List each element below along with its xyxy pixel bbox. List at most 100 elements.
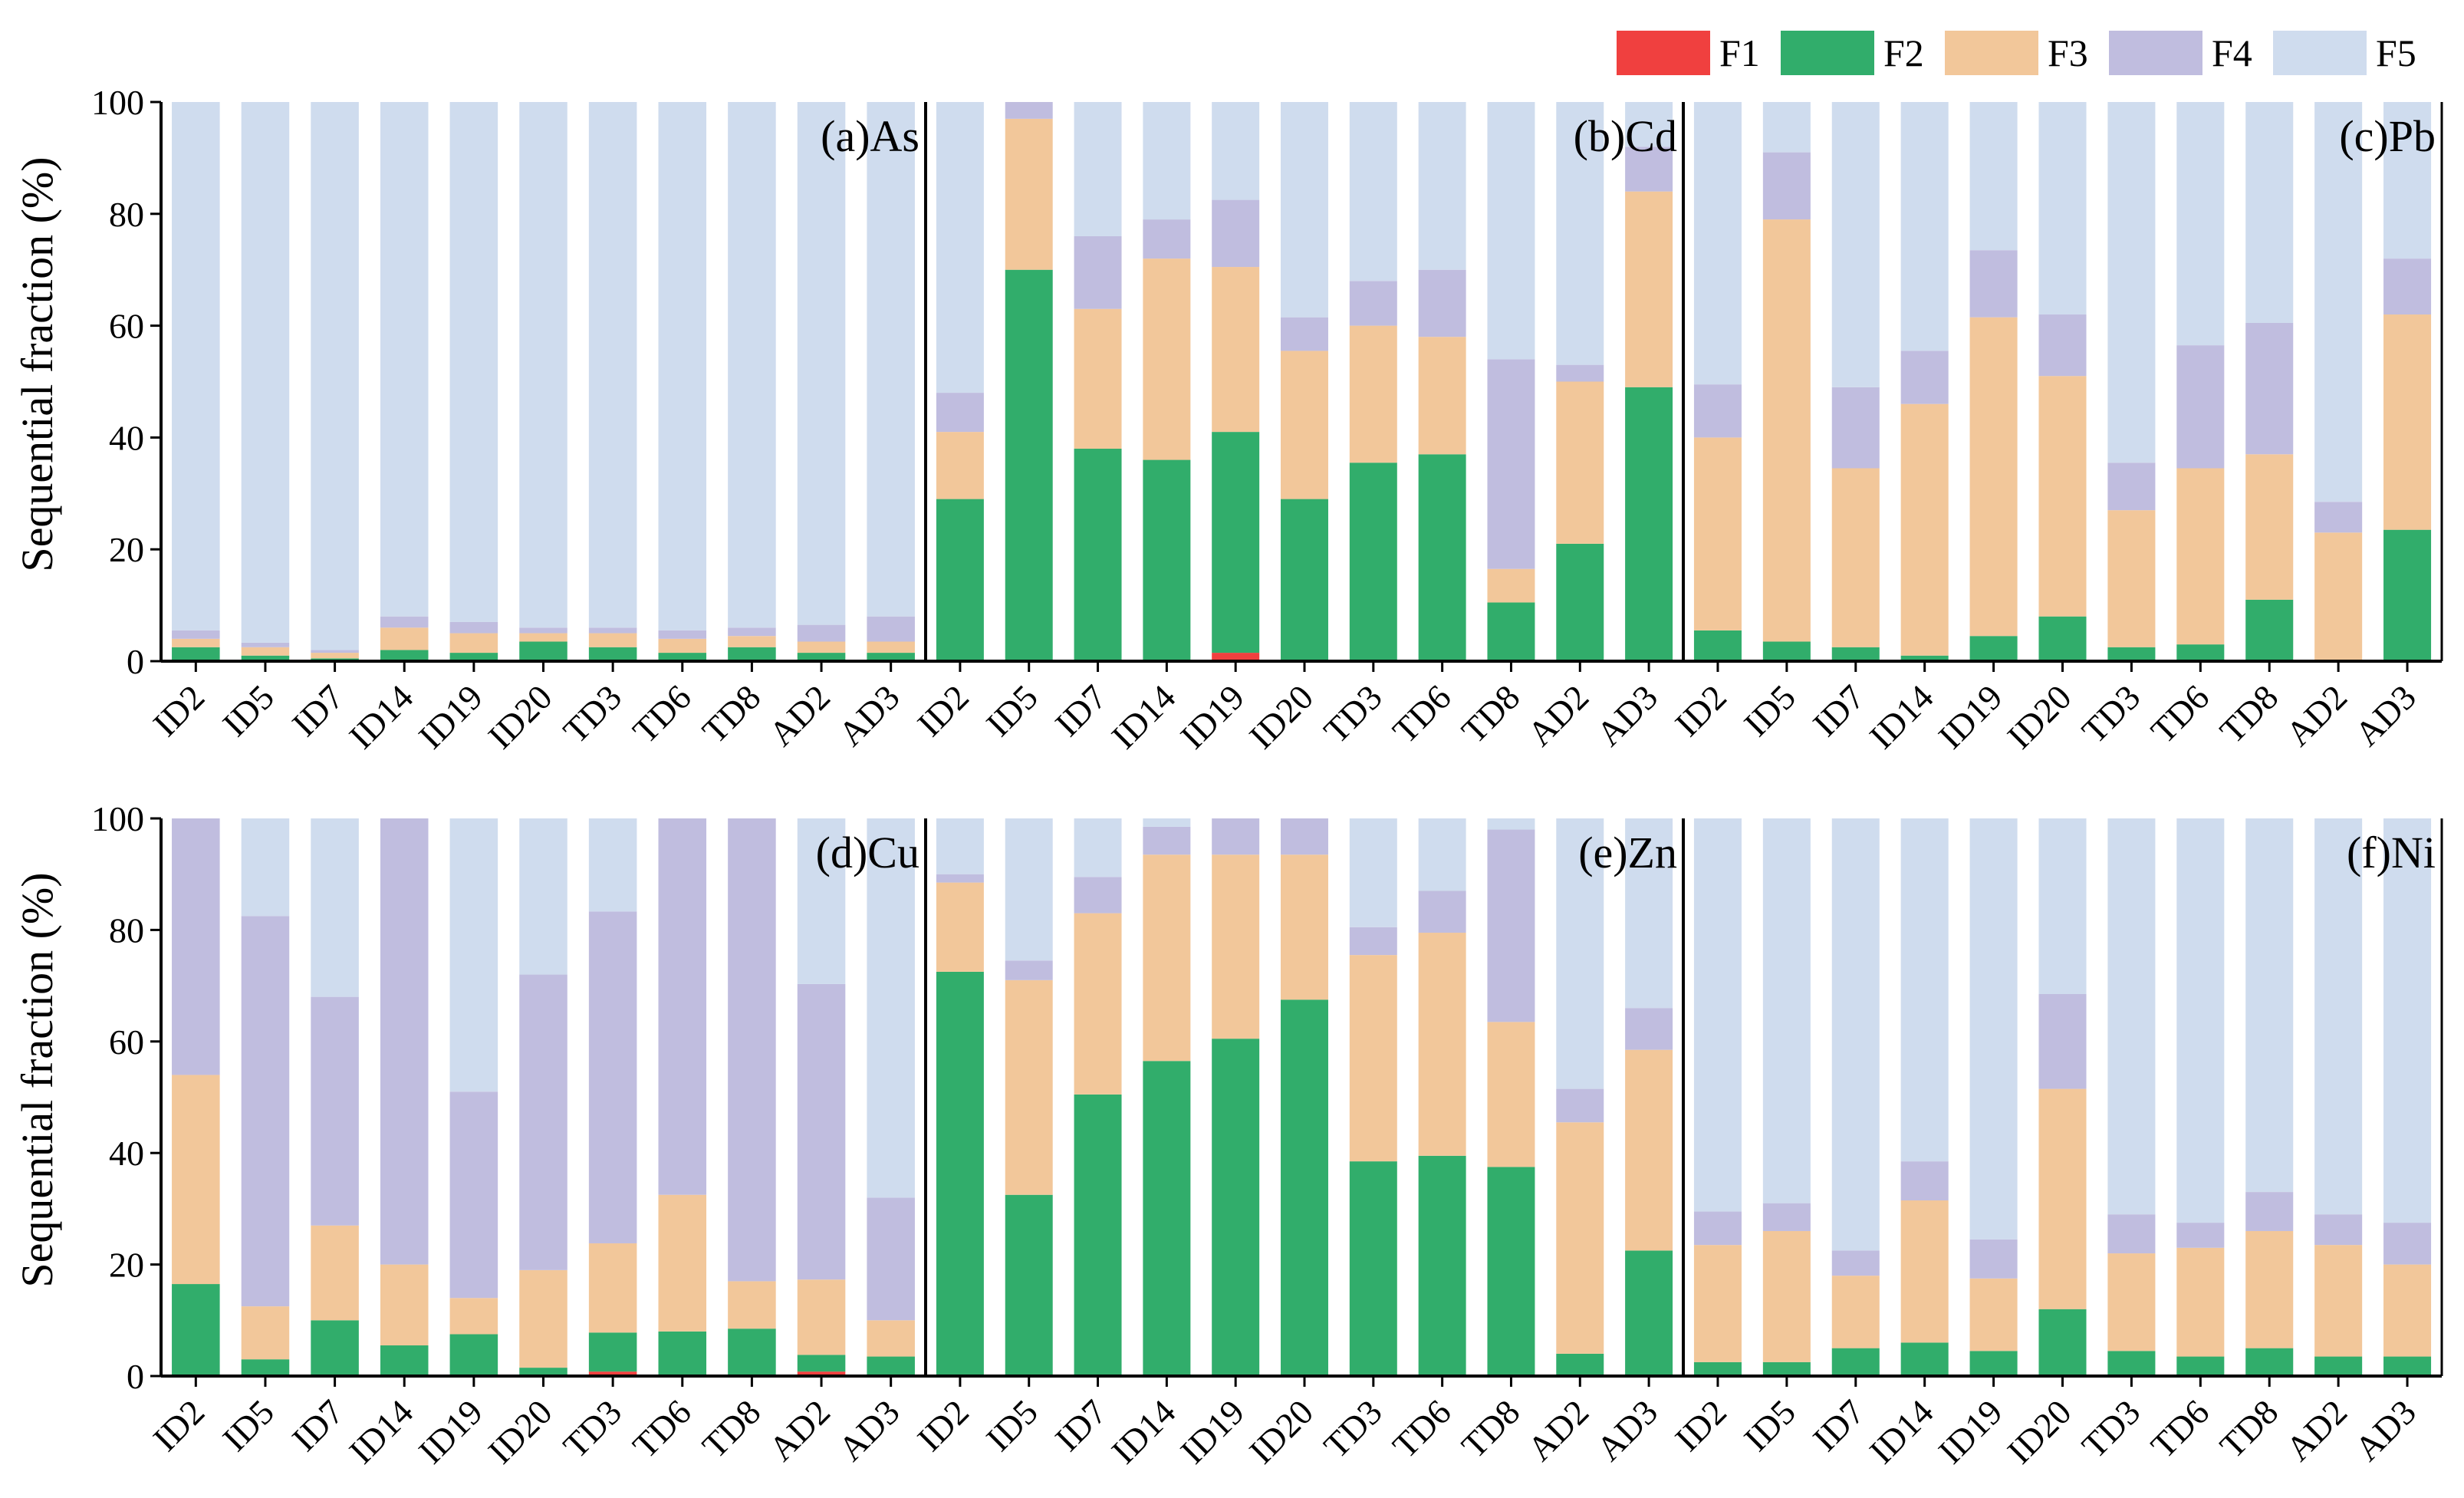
bar-TD3-F3 bbox=[2107, 1253, 2156, 1351]
bar-ID2-F4 bbox=[1693, 384, 1742, 438]
bar-ID5-F5 bbox=[1762, 102, 1811, 153]
bar-ID7-F4 bbox=[1831, 387, 1880, 469]
bar-ID20-F4 bbox=[1281, 818, 1328, 855]
bar-AD3-F4 bbox=[1625, 1008, 1673, 1050]
x-tick-label: ID2 bbox=[910, 677, 976, 744]
bar-AD2-F2 bbox=[1556, 1353, 1604, 1376]
bar-TD3-F3 bbox=[1349, 955, 1397, 1162]
x-tick-label: ID20 bbox=[2000, 677, 2079, 756]
bar-AD3-F4 bbox=[867, 1197, 915, 1321]
bar-ID2-F3 bbox=[172, 638, 220, 647]
x-tick-label: ID7 bbox=[1048, 1392, 1114, 1459]
bar-ID14-F3 bbox=[1143, 854, 1191, 1062]
bar-ID19-F4 bbox=[449, 1091, 498, 1299]
bar-ID5-F5 bbox=[241, 818, 290, 917]
bar-ID7-F2 bbox=[1074, 1094, 1122, 1376]
bar-AD2-F5 bbox=[1556, 102, 1604, 365]
legend-label-F5: F5 bbox=[2376, 31, 2416, 74]
bar-AD3-F2 bbox=[867, 1356, 915, 1376]
bar-ID7-F3 bbox=[311, 1225, 359, 1321]
x-tick-label: TD6 bbox=[2143, 677, 2217, 751]
bar-TD6-F2 bbox=[658, 1331, 707, 1376]
bar-TD6-F2 bbox=[1418, 1155, 1466, 1376]
plot-area: ID2 ID5 ID7ID14ID19ID20TD3TD6TD8AD2AD30204… bbox=[91, 83, 2443, 1471]
bar-AD2-F4 bbox=[797, 624, 846, 642]
bar-ID5-F2 bbox=[241, 655, 290, 661]
bar-TD6-F3 bbox=[1418, 933, 1466, 1156]
bar-TD3-F2 bbox=[588, 647, 637, 661]
bar-ID14-F2 bbox=[1143, 459, 1191, 661]
bar-TD6-F5 bbox=[1418, 102, 1466, 270]
bar-ID19-F3 bbox=[449, 633, 498, 654]
bar-ID19-F4 bbox=[1969, 1239, 2018, 1279]
bar-ID20-F2 bbox=[1281, 499, 1328, 661]
bar-AD3-F4 bbox=[867, 616, 915, 642]
x-tick-label: ID7 bbox=[1805, 677, 1872, 744]
panel-label: (e)Zn bbox=[1578, 828, 1677, 877]
bar-TD3-F4 bbox=[2107, 463, 2156, 511]
bar-ID7-F3 bbox=[1831, 1276, 1880, 1348]
x-tick-label: AD2 bbox=[762, 677, 837, 753]
legend-label-F2: F2 bbox=[1883, 31, 1924, 74]
y-tick-label: 20 bbox=[109, 1246, 144, 1285]
x-tick-label: ID5 bbox=[1736, 677, 1803, 744]
y-tick-label: 40 bbox=[109, 1134, 144, 1173]
x-tick-label: ID14 bbox=[1104, 677, 1183, 756]
bar-AD3-F5 bbox=[1625, 102, 1673, 147]
bar-TD8-F4 bbox=[728, 818, 776, 1282]
bar-TD6-F5 bbox=[2176, 818, 2225, 1223]
bar-ID5-F3 bbox=[1762, 1230, 1811, 1362]
bar-TD6-F4 bbox=[1418, 269, 1466, 337]
bar-AD2-F3 bbox=[1556, 1122, 1604, 1354]
bar-ID19-F3 bbox=[1212, 854, 1260, 1039]
bar-ID7-F3 bbox=[1074, 308, 1122, 449]
bar-TD8-F3 bbox=[1487, 568, 1535, 603]
bar-AD3-F3 bbox=[2383, 1264, 2432, 1357]
bar-ID5-F4 bbox=[1005, 102, 1053, 119]
bar-TD8-F3 bbox=[728, 636, 776, 647]
y-tick-label: 40 bbox=[109, 418, 144, 457]
bar-TD3-F3 bbox=[588, 633, 637, 647]
bar-ID5-F2 bbox=[241, 1359, 290, 1376]
x-tick-label: TD3 bbox=[556, 677, 630, 751]
bar-ID5-F5 bbox=[241, 102, 290, 643]
bar-TD8-F3 bbox=[2245, 1230, 2294, 1348]
bar-TD6-F4 bbox=[2176, 345, 2225, 469]
bar-TD6-F2 bbox=[1418, 454, 1466, 661]
bar-ID19-F5 bbox=[1969, 102, 2018, 251]
x-tick-label: AD3 bbox=[831, 677, 906, 753]
bar-ID19-F3 bbox=[1212, 267, 1260, 433]
bar-AD3-F4 bbox=[2383, 1223, 2432, 1265]
bar-ID19-F3 bbox=[1969, 317, 2018, 637]
bar-ID14-F3 bbox=[380, 627, 429, 650]
bar-TD8-F2 bbox=[728, 1328, 776, 1376]
bar-ID14-F5 bbox=[1900, 102, 1949, 351]
bar-ID2-F3 bbox=[172, 1075, 220, 1285]
bar-TD6-F4 bbox=[658, 630, 707, 639]
bar-TD8-F2 bbox=[728, 647, 776, 661]
bar-AD3-F3 bbox=[2383, 314, 2432, 530]
legend-swatch-F4 bbox=[2109, 31, 2202, 75]
bar-ID5-F3 bbox=[1762, 219, 1811, 642]
bar-ID14-F5 bbox=[380, 102, 429, 617]
bar-AD3-F3 bbox=[1625, 1049, 1673, 1251]
bar-ID14-F4 bbox=[1143, 826, 1191, 855]
bar-TD6-F4 bbox=[2176, 1223, 2225, 1248]
bar-ID2-F5 bbox=[1693, 102, 1742, 385]
bar-TD6-F5 bbox=[2176, 102, 2225, 346]
x-tick-label: ID19 bbox=[1931, 1392, 2010, 1471]
x-tick-label: TD8 bbox=[1454, 677, 1528, 751]
bar-ID20-F4 bbox=[2038, 314, 2087, 377]
bar-TD3-F4 bbox=[588, 627, 637, 634]
bar-TD3-F5 bbox=[588, 818, 637, 912]
x-tick-label: ID7 bbox=[1805, 1392, 1872, 1459]
bar-ID14-F3 bbox=[1143, 258, 1191, 460]
bar-AD2-F2 bbox=[797, 1355, 846, 1372]
bar-ID14-F4 bbox=[1143, 219, 1191, 259]
bar-ID2-F4 bbox=[172, 818, 220, 1075]
x-tick-label: ID19 bbox=[1173, 677, 1252, 756]
bar-TD8-F2 bbox=[2245, 599, 2294, 661]
x-tick-label: ID2 bbox=[910, 1392, 976, 1459]
x-tick-label: ID20 bbox=[481, 1392, 560, 1471]
